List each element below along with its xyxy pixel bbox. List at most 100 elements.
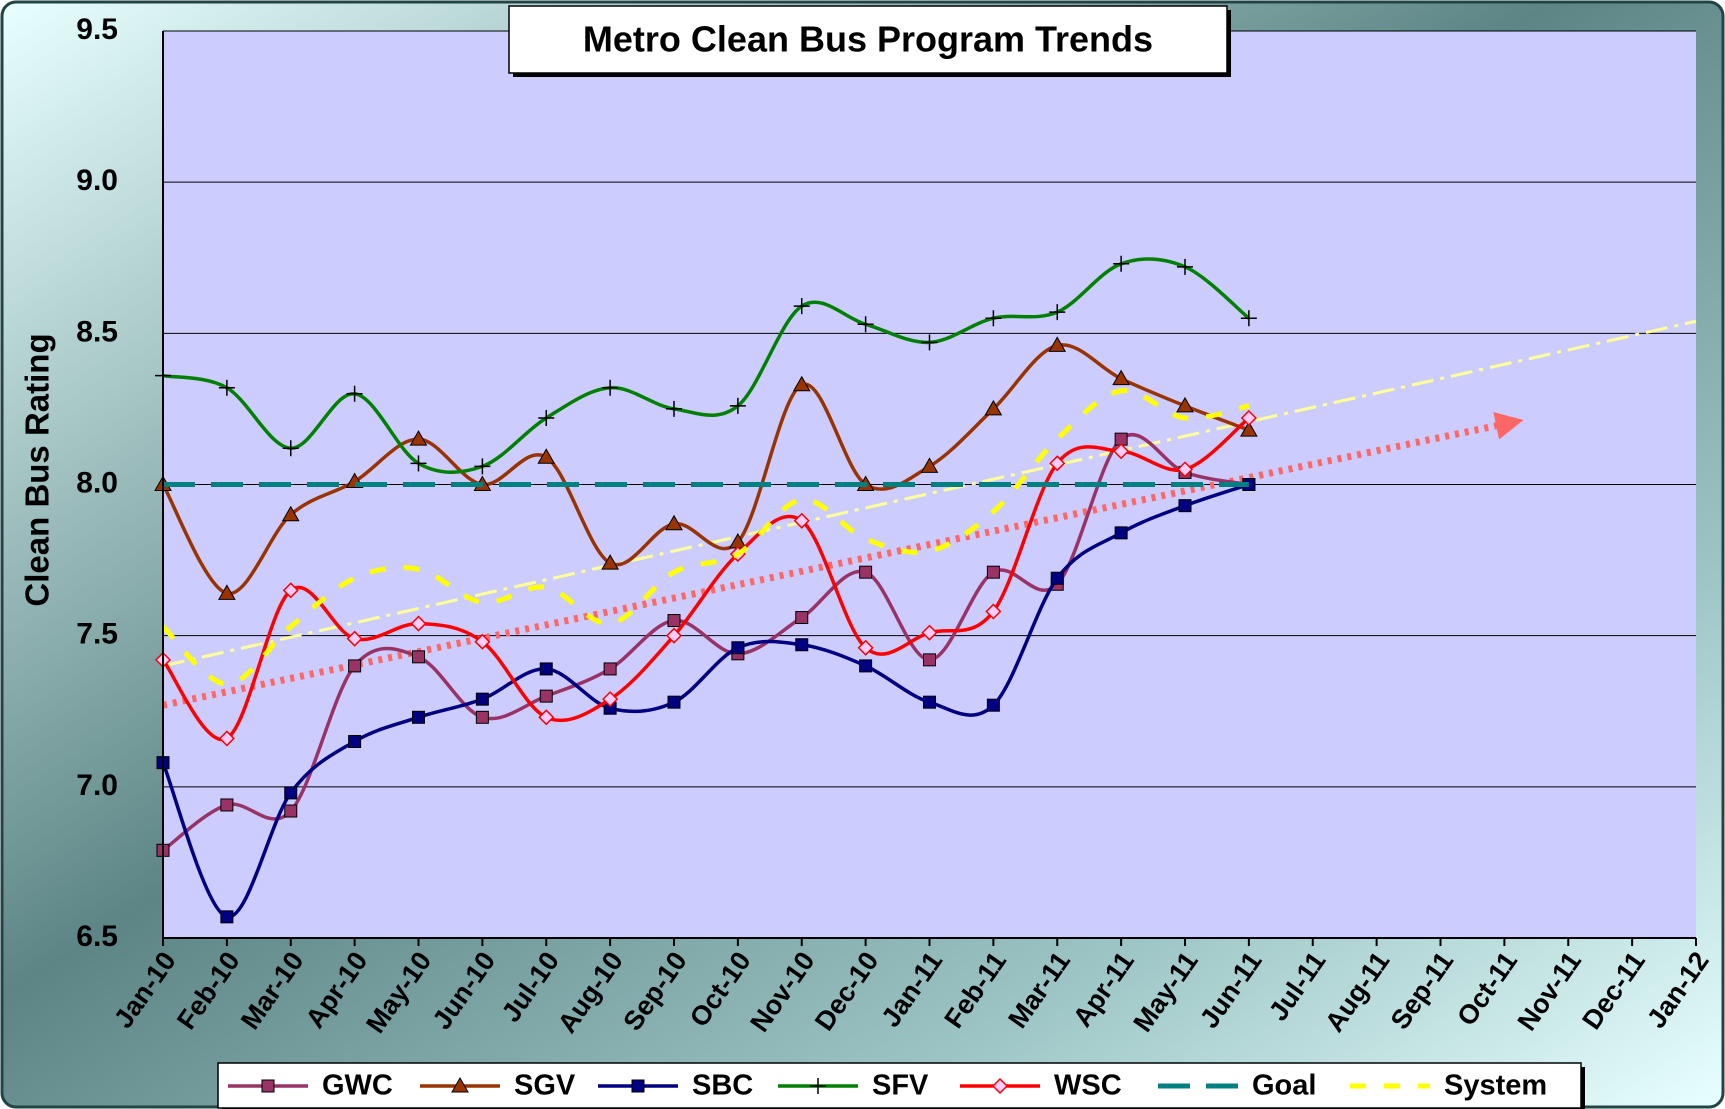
y-tick-label: 6.5 bbox=[76, 920, 118, 953]
marker bbox=[923, 695, 936, 709]
marker bbox=[410, 455, 427, 472]
legend-label: WSC bbox=[1054, 1070, 1122, 1102]
marker bbox=[1240, 310, 1257, 327]
marker bbox=[1050, 571, 1064, 585]
marker bbox=[346, 385, 363, 402]
marker bbox=[667, 695, 681, 709]
marker bbox=[793, 298, 810, 315]
trend-lines bbox=[162, 319, 1697, 709]
marker bbox=[1049, 455, 1066, 472]
marker bbox=[1049, 304, 1066, 321]
marker bbox=[1240, 421, 1258, 437]
marker bbox=[985, 310, 1002, 327]
marker bbox=[284, 804, 298, 818]
marker bbox=[218, 379, 235, 396]
y-tick-label: 9.5 bbox=[76, 13, 118, 46]
marker bbox=[218, 584, 236, 600]
marker bbox=[1112, 369, 1130, 386]
marker bbox=[1176, 396, 1194, 413]
legend-label: Goal bbox=[1252, 1070, 1316, 1102]
marker bbox=[602, 379, 619, 396]
marker bbox=[1114, 526, 1128, 540]
marker bbox=[986, 565, 1000, 579]
marker bbox=[859, 659, 873, 673]
marker bbox=[985, 603, 1002, 620]
marker bbox=[1113, 443, 1130, 460]
marker bbox=[665, 627, 683, 644]
marker bbox=[281, 505, 300, 522]
marker bbox=[537, 448, 556, 464]
marker bbox=[218, 730, 235, 747]
legend-label: SFV bbox=[872, 1070, 929, 1102]
marker bbox=[984, 399, 1003, 416]
y-axis-title: Clean Bus Rating bbox=[19, 333, 56, 606]
y-tick-label: 8.5 bbox=[76, 315, 118, 348]
series-line bbox=[162, 257, 1250, 474]
y-tick-labels: 6.5 7.0 7.5 8.0 8.5 9.0 9.5 bbox=[76, 13, 118, 953]
marker bbox=[795, 611, 809, 625]
marker bbox=[859, 565, 873, 579]
marker bbox=[729, 397, 746, 414]
marker bbox=[412, 650, 425, 664]
marker bbox=[410, 615, 427, 632]
marker bbox=[282, 440, 299, 457]
trend-line bbox=[162, 319, 1697, 668]
y-tick-label: 8.0 bbox=[76, 466, 118, 499]
marker bbox=[731, 641, 745, 655]
marker bbox=[603, 662, 617, 676]
marker bbox=[282, 582, 299, 599]
marker bbox=[665, 514, 683, 531]
marker bbox=[602, 691, 619, 708]
marker bbox=[474, 458, 491, 475]
marker bbox=[986, 698, 1000, 712]
marker bbox=[1240, 409, 1257, 427]
marker bbox=[538, 709, 555, 726]
marker bbox=[412, 710, 425, 724]
marker bbox=[921, 334, 938, 351]
title-box bbox=[508, 5, 1228, 74]
legend-label: GWC bbox=[322, 1070, 393, 1102]
marker bbox=[857, 639, 874, 656]
marker bbox=[346, 630, 363, 647]
marker bbox=[1176, 461, 1194, 478]
marker bbox=[474, 633, 491, 650]
chart-title: Metro Clean Bus Program Trends bbox=[583, 19, 1153, 60]
marker bbox=[921, 624, 938, 641]
marker bbox=[601, 554, 619, 570]
marker bbox=[1113, 255, 1130, 272]
marker bbox=[538, 409, 555, 426]
marker bbox=[539, 662, 553, 676]
series-line bbox=[161, 388, 1250, 687]
marker bbox=[810, 1078, 826, 1094]
marker bbox=[667, 614, 681, 628]
y-tick-label: 7.0 bbox=[76, 769, 118, 802]
marker bbox=[795, 638, 809, 652]
marker bbox=[792, 375, 811, 392]
marker bbox=[348, 659, 362, 673]
series-line bbox=[161, 343, 1250, 596]
marker bbox=[475, 710, 489, 724]
marker bbox=[284, 786, 298, 800]
marker bbox=[1178, 499, 1192, 513]
marker bbox=[451, 1076, 469, 1093]
marker bbox=[857, 316, 874, 333]
y-tick-label: 7.5 bbox=[76, 618, 118, 651]
marker bbox=[220, 910, 234, 924]
marker bbox=[409, 430, 428, 446]
legend-label: System bbox=[1444, 1070, 1547, 1102]
marker bbox=[666, 400, 682, 417]
marker bbox=[220, 798, 234, 812]
legend: GWC SGV SBC SFV WSC Goal System bbox=[228, 1070, 1547, 1102]
marker bbox=[261, 1079, 275, 1093]
marker bbox=[539, 689, 553, 703]
y-tick-label: 9.0 bbox=[76, 164, 118, 197]
series-lines bbox=[154, 255, 1258, 924]
marker bbox=[348, 734, 362, 748]
legend-label: SBC bbox=[692, 1070, 753, 1102]
marker bbox=[1177, 258, 1193, 275]
marker bbox=[920, 457, 939, 473]
marker bbox=[793, 512, 810, 529]
marker bbox=[991, 1077, 1009, 1095]
